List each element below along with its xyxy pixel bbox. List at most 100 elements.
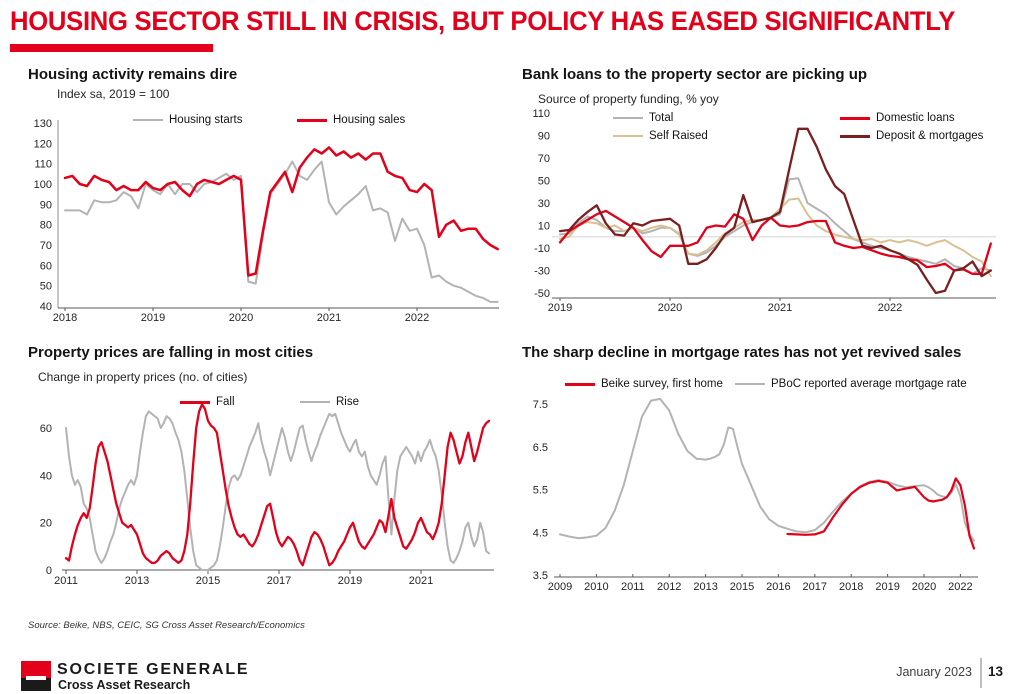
x-tick-label: 2009 bbox=[548, 581, 572, 593]
x-tick-label: 2010 bbox=[584, 581, 608, 593]
series-line-domestic-loans bbox=[558, 209, 992, 276]
y-tick-label: 60 bbox=[40, 260, 52, 272]
page-number: 13 bbox=[988, 664, 1004, 679]
legend-label: PBoC reported average mortgage rate bbox=[771, 378, 967, 390]
series-line-housing-starts bbox=[64, 160, 499, 303]
y-tick-label: 110 bbox=[532, 108, 550, 120]
y-tick-label: 60 bbox=[40, 423, 52, 435]
legend-line-swatch bbox=[613, 134, 643, 138]
logo-white-stripe bbox=[26, 675, 46, 680]
footer-date: January 2023 bbox=[896, 665, 972, 679]
y-tick-label: 90 bbox=[40, 199, 52, 211]
series-line-housing-sales bbox=[63, 146, 499, 277]
y-tick-label: 40 bbox=[40, 301, 52, 313]
y-tick-label: 20 bbox=[40, 518, 52, 530]
y-tick-label: 130 bbox=[34, 118, 52, 130]
x-tick-label: 2020 bbox=[658, 302, 682, 314]
logo-black-block bbox=[21, 678, 51, 691]
y-tick-label: 10 bbox=[538, 221, 550, 233]
legend-label: Self Raised bbox=[649, 130, 708, 142]
x-tick-label: 2011 bbox=[621, 581, 645, 593]
legend-line-swatch bbox=[297, 118, 327, 122]
x-tick-label: 2015 bbox=[730, 581, 754, 593]
societe-generale-logo-icon bbox=[21, 661, 51, 691]
logo-red-block bbox=[21, 661, 51, 678]
series-line-deposit-mortgages bbox=[558, 127, 992, 295]
y-tick-label: 7.5 bbox=[533, 399, 548, 411]
legend-line-swatch bbox=[180, 400, 210, 404]
legend-item-fall: Fall bbox=[180, 396, 235, 408]
legend-label: Deposit & mortgages bbox=[876, 130, 984, 142]
x-tick-label: 2022 bbox=[878, 302, 902, 314]
x-tick-label: 2017 bbox=[267, 575, 291, 587]
chart-panel-housing-activity: 2018 2019 2020 2021 2022 130 120 110 100 90 80 70 60… bbox=[20, 60, 505, 338]
y-tick-label: 6.5 bbox=[533, 442, 548, 454]
x-tick-label: 2013 bbox=[693, 581, 717, 593]
legend-item-beike-survey: Beike survey, first home bbox=[565, 378, 723, 390]
x-tick-label: 2021 bbox=[409, 575, 433, 587]
x-tick-label: 2018 bbox=[839, 581, 863, 593]
x-tick-label: 2017 bbox=[803, 581, 827, 593]
source-note: Source: Beike, NBS, CEIC, SG Cross Asset… bbox=[28, 620, 305, 631]
legend-line-swatch bbox=[565, 382, 595, 386]
title-underline-bar bbox=[10, 44, 213, 52]
y-tick-label: 50 bbox=[538, 176, 550, 188]
x-tick-label: 2019 bbox=[875, 581, 899, 593]
chart-title: Property prices are falling in most citi… bbox=[28, 344, 314, 361]
chart-subtitle: Index sa, 2019 = 100 bbox=[57, 87, 170, 101]
chart-panel-mortgage-rates: 2009 2010 2011 2012 2013 2015 2016 2017 2018 2019… bbox=[510, 338, 1010, 602]
legend-label: Beike survey, first home bbox=[601, 378, 723, 390]
y-tick-label: -10 bbox=[534, 243, 550, 255]
footer-divider bbox=[980, 658, 982, 688]
brand-subtitle: Cross Asset Research bbox=[58, 678, 191, 692]
chart-title: The sharp decline in mortgage rates has … bbox=[522, 344, 962, 361]
legend-item-total: Total bbox=[613, 112, 673, 124]
x-tick-label: 2013 bbox=[125, 575, 149, 587]
legend-item-housing-sales: Housing sales bbox=[297, 114, 405, 126]
x-tick-label: 2019 bbox=[338, 575, 362, 587]
y-tick-label: 5.5 bbox=[533, 485, 548, 497]
legend-line-swatch bbox=[300, 400, 330, 404]
slide-title: HOUSING SECTOR STILL IN CRISIS, BUT POLI… bbox=[10, 6, 956, 36]
legend-label: Housing sales bbox=[333, 114, 406, 126]
mortgage-rates-chart-canvas: 2009 2010 2011 2012 2013 2015 2016 2017 2018 2019… bbox=[533, 397, 978, 593]
x-tick-label: 2018 bbox=[53, 312, 77, 324]
x-tick-label: 2012 bbox=[657, 581, 681, 593]
y-tick-label: 0 bbox=[46, 565, 52, 577]
y-tick-label: 40 bbox=[40, 470, 52, 482]
y-tick-label: 4.5 bbox=[533, 527, 548, 539]
legend-item-deposit-mortgages: Deposit & mortgages bbox=[840, 130, 983, 142]
legend-line-swatch bbox=[735, 382, 765, 386]
y-tick-label: -30 bbox=[534, 266, 550, 278]
y-tick-label: -50 bbox=[534, 288, 550, 300]
x-tick-label: 2021 bbox=[768, 302, 792, 314]
legend-item-pboc-rate: PBoC reported average mortgage rate bbox=[735, 378, 967, 390]
x-tick-label: 2019 bbox=[548, 302, 572, 314]
property-funding-chart-canvas: 2019 2020 2021 2022 110 90 70 50 30 10 -10 -30 -50 bbox=[532, 108, 996, 314]
series-line-self-raised bbox=[559, 197, 992, 278]
y-tick-label: 70 bbox=[538, 153, 550, 165]
series-line-beike-survey-first-home bbox=[786, 477, 976, 550]
property-prices-chart-canvas: 2011 2013 2015 2017 2019 2021 60 40 20 0 bbox=[40, 403, 494, 587]
chart-subtitle: Source of property funding, % yoy bbox=[538, 92, 719, 106]
y-tick-label: 120 bbox=[34, 138, 52, 150]
x-tick-label: 2020 bbox=[229, 312, 253, 324]
legend-item-domestic-loans: Domestic loans bbox=[840, 112, 955, 124]
y-tick-label: 80 bbox=[40, 220, 52, 232]
legend-label: Rise bbox=[336, 396, 360, 408]
chart-title: Bank loans to the property sector are pi… bbox=[522, 66, 868, 83]
x-tick-label: 2011 bbox=[54, 575, 78, 587]
x-tick-label: 2016 bbox=[766, 581, 790, 593]
x-tick-label: 2020 bbox=[912, 581, 936, 593]
legend-label: Fall bbox=[216, 396, 235, 408]
legend-item-rise: Rise bbox=[300, 396, 359, 408]
x-tick-label: 2022 bbox=[405, 312, 429, 324]
y-tick-label: 70 bbox=[40, 240, 52, 252]
series-line-pboc-reported-average-mortgage-rate bbox=[559, 397, 975, 542]
y-tick-label: 3.5 bbox=[533, 570, 548, 582]
chart-panel-property-funding: 2019 2020 2021 2022 110 90 70 50 30 10 -10 -30 -50 B… bbox=[512, 60, 1008, 338]
y-tick-label: 50 bbox=[40, 281, 52, 293]
legend-line-swatch bbox=[613, 116, 643, 120]
legend-line-swatch bbox=[840, 134, 870, 138]
x-tick-label: 2022 bbox=[948, 581, 972, 593]
